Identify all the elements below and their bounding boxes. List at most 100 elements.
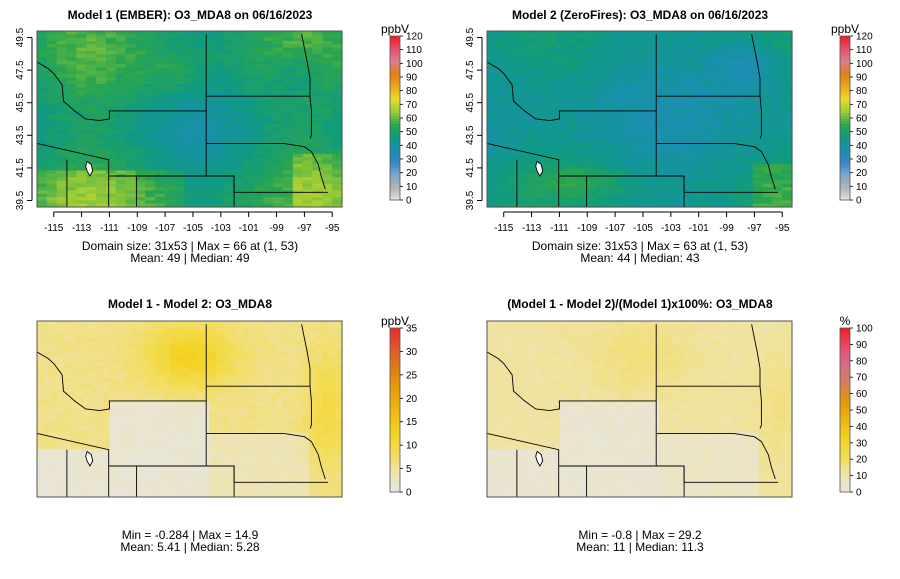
heatmap-cell	[46, 203, 58, 208]
heatmap-cell	[772, 173, 783, 178]
heatmap-cell	[103, 415, 111, 420]
heatmap-cell	[624, 97, 636, 102]
heatmap-cell	[335, 371, 343, 376]
heatmap-cell	[249, 385, 257, 390]
heatmap-cell	[164, 90, 176, 95]
legend-swatch	[840, 98, 850, 103]
legend-tick-label: 100	[856, 59, 873, 70]
heatmap-cell	[496, 160, 508, 165]
heatmap-cell	[242, 327, 250, 332]
heatmap-cell	[273, 40, 284, 45]
heatmap-cell	[263, 37, 274, 42]
heatmap-cell	[322, 415, 330, 420]
x-tick-label: -109	[577, 223, 597, 234]
heatmap-cell	[536, 31, 547, 35]
heatmap-cell	[624, 187, 636, 191]
heatmap-cell	[332, 100, 343, 105]
heatmap-cell	[255, 321, 264, 325]
heatmap-cell	[335, 354, 343, 359]
heatmap-cell	[96, 371, 104, 376]
heatmap-cell	[37, 50, 48, 55]
stats-line-1: Domain size: 31x53 | Max = 66 at (1, 53)	[81, 239, 299, 253]
heatmap-cell	[116, 331, 124, 336]
heatmap-cell	[115, 177, 127, 182]
heatmap-cell	[703, 147, 714, 152]
heatmap-cell	[135, 143, 146, 148]
heatmap-cell	[713, 123, 724, 128]
heatmap-cell	[233, 87, 245, 92]
heatmap-cell	[506, 54, 518, 59]
heatmap-cell	[214, 84, 225, 89]
heatmap-cell	[164, 203, 176, 208]
heatmap-cell	[125, 203, 136, 208]
heatmap-cell	[182, 341, 191, 346]
heatmap-cell	[328, 324, 336, 329]
heatmap-cell	[782, 137, 793, 142]
heatmap-cell	[123, 321, 131, 325]
heatmap-cell	[70, 385, 78, 390]
heatmap-cell	[496, 133, 508, 138]
heatmap-cell	[624, 140, 636, 145]
heatmap-cell	[105, 130, 117, 135]
heatmap-cell	[742, 140, 754, 145]
heatmap-cell	[182, 368, 191, 373]
heatmap-cell	[742, 117, 754, 122]
heatmap-cell	[782, 54, 793, 59]
heatmap-cell	[66, 97, 77, 102]
heatmap-cell	[605, 120, 616, 125]
heatmap-cell	[634, 50, 646, 55]
heatmap-cell	[169, 321, 177, 325]
heatmap-cell	[693, 150, 705, 155]
heatmap-cell	[302, 354, 310, 359]
heatmap-cell	[614, 170, 626, 175]
heatmap-cell	[115, 87, 127, 92]
heatmap-cell	[129, 327, 138, 332]
heatmap-cell	[332, 197, 343, 201]
heatmap-cell	[209, 398, 217, 403]
heatmap-cell	[302, 170, 314, 175]
heatmap-cell	[253, 200, 264, 205]
heatmap-cell	[496, 110, 508, 115]
heatmap-cell	[565, 177, 577, 182]
legend-swatch	[390, 150, 400, 155]
heatmap-cell	[315, 337, 323, 342]
heatmap-cell	[116, 321, 124, 325]
heatmap-cell	[243, 120, 255, 125]
heatmap-cell	[683, 47, 695, 52]
heatmap-cell	[214, 153, 225, 158]
heatmap-cell	[302, 351, 310, 356]
heatmap-cell	[235, 327, 244, 332]
heatmap-cell	[614, 160, 626, 165]
heatmap-cell	[155, 67, 166, 72]
heatmap-cell	[526, 97, 537, 102]
heatmap-cell	[263, 123, 274, 128]
heatmap-cell	[546, 31, 557, 35]
heatmap-cell	[255, 409, 264, 413]
heatmap-cell	[322, 143, 333, 148]
heatmap-cell	[322, 183, 333, 188]
heatmap-cell	[253, 84, 264, 89]
heatmap-cell	[176, 327, 184, 332]
heatmap-cell	[634, 153, 646, 158]
heatmap-cell	[156, 415, 164, 420]
heatmap-cell	[624, 74, 636, 79]
heatmap-cell	[184, 123, 196, 128]
heatmap-cell	[312, 87, 323, 92]
heatmap-cell	[536, 74, 547, 79]
heatmap-cell	[204, 80, 215, 85]
heatmap-cell	[302, 365, 310, 369]
heatmap-cell	[174, 167, 186, 172]
heatmap-cell	[506, 104, 518, 108]
heatmap-cell	[693, 137, 705, 142]
heatmap-cell	[262, 409, 270, 413]
heatmap-cell	[135, 193, 146, 198]
heatmap-cell	[496, 163, 508, 168]
heatmap-cell	[752, 34, 764, 39]
heatmap-cell	[292, 64, 304, 69]
heatmap-cell	[115, 110, 127, 115]
heatmap-cell	[249, 392, 257, 397]
heatmap-cell	[70, 409, 78, 413]
heatmap-cell	[673, 120, 685, 125]
heatmap-cell	[145, 40, 156, 45]
heatmap-cell	[693, 90, 705, 95]
